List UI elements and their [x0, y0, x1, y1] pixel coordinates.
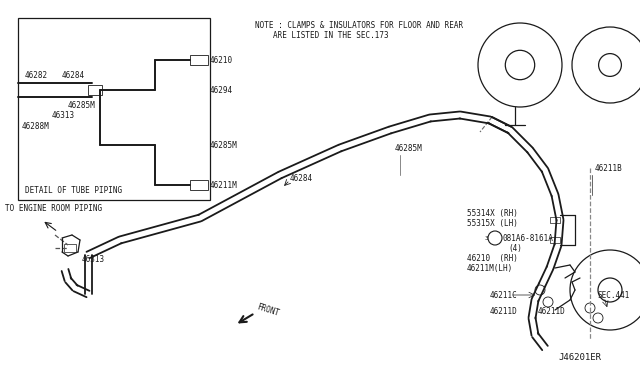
Text: 46211D: 46211D — [538, 308, 566, 317]
Text: NOTE : CLAMPS & INSULATORS FOR FLOOR AND REAR: NOTE : CLAMPS & INSULATORS FOR FLOOR AND… — [255, 20, 463, 29]
Bar — [550, 237, 560, 243]
Text: 46285M: 46285M — [68, 100, 96, 109]
Text: 46284: 46284 — [62, 71, 85, 80]
Text: 46282: 46282 — [25, 71, 48, 80]
Bar — [550, 217, 560, 223]
Text: 081A6-8161A: 081A6-8161A — [503, 234, 554, 243]
Text: 46211M: 46211M — [210, 180, 237, 189]
Bar — [88, 85, 102, 95]
Text: 46211B: 46211B — [595, 164, 623, 173]
Text: 55315X (LH): 55315X (LH) — [467, 218, 518, 228]
Text: 46211D: 46211D — [490, 308, 518, 317]
Text: SEC.441: SEC.441 — [598, 291, 630, 299]
Text: (4): (4) — [508, 244, 522, 253]
Text: J46201ER: J46201ER — [558, 353, 601, 362]
Text: 46288M: 46288M — [22, 122, 50, 131]
Text: FRONT: FRONT — [256, 302, 281, 318]
Text: 46211C: 46211C — [490, 291, 518, 299]
Text: 46285M: 46285M — [395, 144, 423, 153]
Text: 46294: 46294 — [210, 86, 233, 94]
Text: 46285M: 46285M — [210, 141, 237, 150]
Text: DETAIL OF TUBE PIPING: DETAIL OF TUBE PIPING — [25, 186, 122, 195]
Text: 3: 3 — [485, 235, 489, 241]
Text: 46210: 46210 — [210, 55, 233, 64]
Text: 46210  (RH): 46210 (RH) — [467, 253, 518, 263]
Bar — [190, 55, 208, 65]
Text: 46211M(LH): 46211M(LH) — [467, 263, 513, 273]
Text: 46313: 46313 — [52, 110, 75, 119]
Text: 46284: 46284 — [290, 173, 313, 183]
Bar — [190, 180, 208, 190]
Text: 46313: 46313 — [82, 256, 105, 264]
Bar — [64, 244, 76, 252]
Text: 55314X (RH): 55314X (RH) — [467, 208, 518, 218]
Text: ARE LISTED IN THE SEC.173: ARE LISTED IN THE SEC.173 — [273, 31, 388, 39]
Text: TO ENGINE ROOM PIPING: TO ENGINE ROOM PIPING — [5, 203, 102, 212]
Bar — [18, 18, 210, 200]
